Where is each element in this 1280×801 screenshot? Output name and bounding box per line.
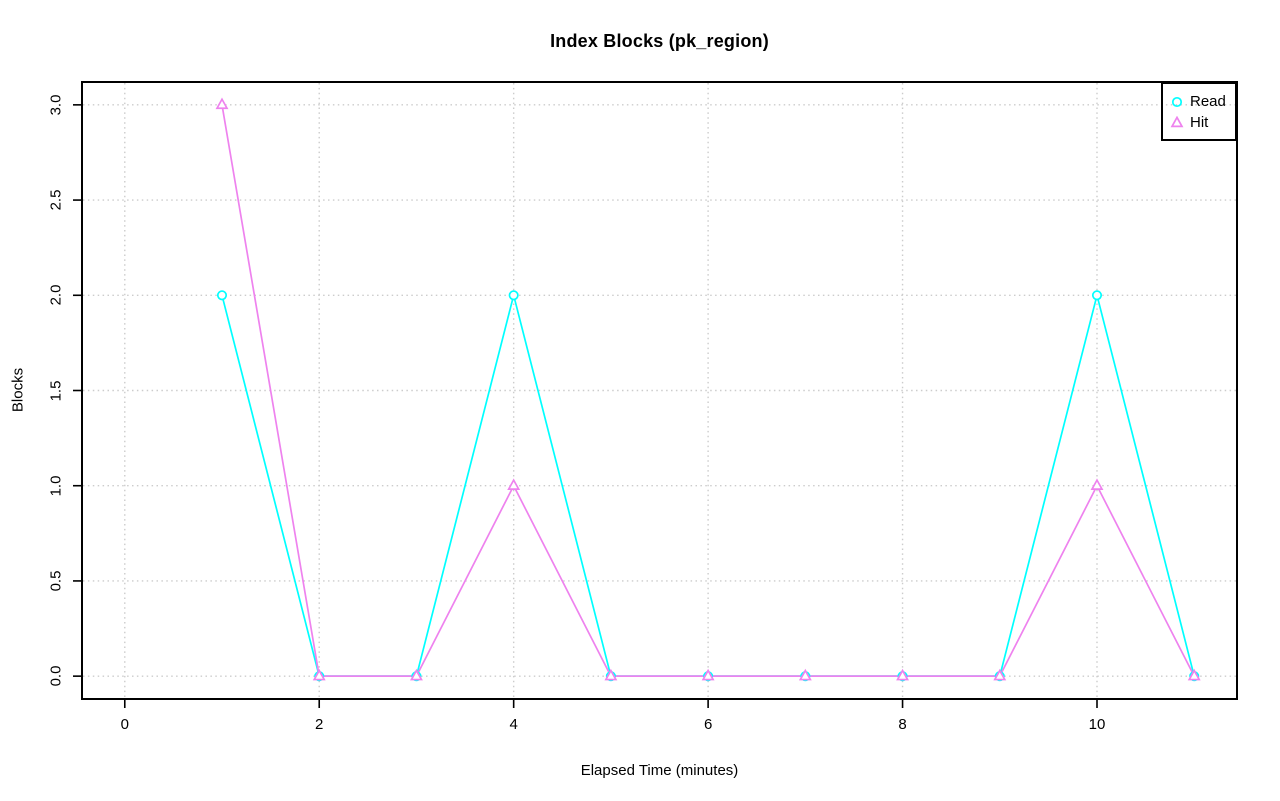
circle-marker-icon	[508, 290, 519, 301]
triangle-marker-icon	[1090, 478, 1104, 490]
triangle-marker-icon	[896, 668, 910, 681]
legend-label: Read	[1190, 93, 1226, 110]
triangle-marker-icon	[312, 668, 326, 681]
legend-item-read: Read	[1163, 91, 1235, 112]
legend: Read Hit	[1161, 82, 1237, 141]
triangle-marker-icon	[409, 668, 423, 681]
legend-label: Hit	[1190, 114, 1209, 131]
triangle-marker-icon	[701, 668, 715, 681]
triangle-marker-icon	[798, 668, 812, 681]
triangle-marker-icon	[1187, 668, 1201, 681]
legend-item-hit: Hit	[1163, 112, 1235, 133]
triangle-marker-icon	[993, 668, 1007, 681]
y-tick-label: 1.0	[47, 475, 65, 497]
triangle-marker-icon	[507, 478, 521, 490]
plot-box	[81, 81, 1238, 700]
y-tick-label: 3.0	[47, 94, 65, 116]
x-axis-label: Elapsed Time (minutes)	[580, 762, 739, 779]
y-tick-label: 2.5	[47, 189, 65, 211]
x-tick-label: 0	[120, 716, 129, 733]
y-tick-label: 0.0	[47, 665, 65, 687]
triangle-marker-icon	[604, 668, 618, 681]
y-axis-label: Blocks	[9, 367, 27, 413]
triangle-marker-icon	[1170, 115, 1184, 130]
x-tick-label: 8	[898, 716, 907, 733]
y-tick-label: 0.5	[47, 570, 65, 592]
circle-marker-icon	[1091, 290, 1103, 301]
circle-marker-icon	[216, 290, 228, 301]
circle-marker-icon	[1170, 95, 1184, 109]
x-tick-label: 2	[315, 716, 324, 733]
x-tick-label: 6	[703, 716, 713, 733]
x-tick-label: 10	[1088, 716, 1106, 733]
x-tick-label: 4	[509, 716, 518, 733]
page-title: Index Blocks (pk_region)	[550, 31, 769, 51]
triangle-marker-icon	[215, 97, 229, 110]
y-tick-label: 2.0	[47, 284, 65, 306]
y-tick-label: 1.5	[47, 380, 65, 401]
